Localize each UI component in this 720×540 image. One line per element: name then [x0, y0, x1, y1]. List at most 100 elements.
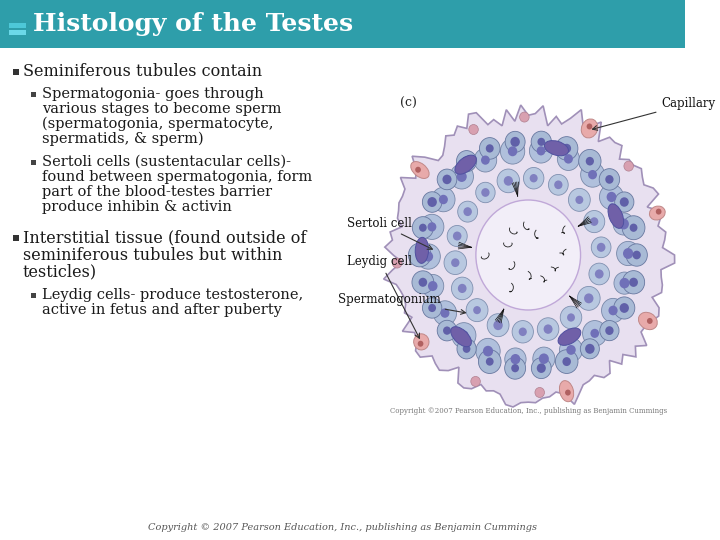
Circle shape: [474, 148, 497, 172]
Circle shape: [557, 147, 580, 171]
Circle shape: [562, 357, 571, 366]
Circle shape: [608, 306, 618, 315]
Circle shape: [457, 339, 476, 359]
Circle shape: [476, 183, 495, 202]
Circle shape: [419, 224, 427, 232]
Text: Leydig cells- produce testosterone,: Leydig cells- produce testosterone,: [42, 288, 303, 302]
Circle shape: [587, 124, 593, 130]
Circle shape: [586, 157, 594, 165]
Circle shape: [500, 138, 525, 164]
Circle shape: [497, 169, 520, 193]
Text: Sertoli cell: Sertoli cell: [347, 217, 433, 249]
Circle shape: [535, 388, 544, 397]
Circle shape: [451, 322, 476, 348]
Circle shape: [462, 156, 472, 166]
Circle shape: [458, 201, 477, 222]
Circle shape: [413, 217, 433, 239]
Circle shape: [562, 144, 571, 153]
Circle shape: [510, 354, 521, 364]
Circle shape: [647, 318, 652, 324]
FancyBboxPatch shape: [31, 293, 36, 298]
Circle shape: [559, 338, 582, 362]
Circle shape: [606, 326, 613, 335]
Circle shape: [523, 167, 544, 189]
Circle shape: [584, 293, 593, 303]
Circle shape: [451, 277, 473, 300]
Text: Capillary: Capillary: [593, 97, 716, 130]
Circle shape: [599, 168, 620, 190]
Circle shape: [606, 175, 613, 184]
Circle shape: [569, 188, 590, 211]
Circle shape: [531, 131, 552, 152]
Circle shape: [656, 208, 662, 214]
Circle shape: [432, 187, 455, 212]
Text: (c): (c): [400, 97, 417, 110]
Circle shape: [591, 237, 611, 258]
Circle shape: [466, 299, 488, 322]
Circle shape: [582, 321, 607, 346]
Circle shape: [597, 243, 606, 252]
Circle shape: [450, 164, 474, 189]
Text: Interstitial tissue (found outside of: Interstitial tissue (found outside of: [23, 230, 306, 246]
Circle shape: [537, 138, 545, 146]
Circle shape: [481, 156, 490, 165]
Circle shape: [531, 357, 552, 379]
Text: testicles): testicles): [23, 264, 97, 280]
Circle shape: [600, 184, 624, 210]
Circle shape: [478, 350, 501, 374]
Text: Spermatogonium: Spermatogonium: [338, 293, 466, 314]
Circle shape: [428, 281, 438, 291]
Circle shape: [458, 284, 467, 293]
Circle shape: [473, 306, 481, 314]
Circle shape: [589, 263, 610, 285]
Circle shape: [590, 329, 599, 338]
Circle shape: [549, 174, 568, 195]
Circle shape: [456, 151, 477, 172]
Circle shape: [418, 278, 427, 287]
Circle shape: [613, 213, 634, 235]
Circle shape: [447, 226, 467, 247]
Circle shape: [607, 192, 616, 202]
Ellipse shape: [451, 327, 472, 347]
Circle shape: [536, 146, 545, 156]
Circle shape: [601, 299, 624, 322]
Ellipse shape: [544, 140, 569, 156]
Ellipse shape: [558, 328, 581, 346]
Ellipse shape: [414, 334, 429, 350]
Circle shape: [623, 271, 644, 294]
Circle shape: [614, 272, 635, 294]
FancyBboxPatch shape: [0, 0, 685, 48]
Circle shape: [533, 347, 555, 370]
Circle shape: [615, 192, 634, 212]
Circle shape: [518, 327, 527, 336]
Circle shape: [423, 252, 433, 261]
Circle shape: [584, 211, 605, 233]
Circle shape: [443, 327, 451, 335]
Circle shape: [416, 244, 441, 269]
Circle shape: [456, 171, 467, 182]
Circle shape: [565, 389, 571, 396]
Circle shape: [486, 144, 494, 153]
Circle shape: [620, 303, 629, 313]
Polygon shape: [384, 105, 675, 407]
Circle shape: [423, 298, 442, 318]
Circle shape: [437, 320, 456, 341]
Text: spermatids, & sperm): spermatids, & sperm): [42, 132, 204, 146]
Text: Histology of the Testes: Histology of the Testes: [33, 12, 354, 36]
Text: Copyright © 2007 Pearson Education, Inc., publishing as Benjamin Cummings: Copyright © 2007 Pearson Education, Inc.…: [148, 523, 537, 532]
Text: Copyright ©2007 Pearson Education, Inc., publishing as Benjamin Cummings: Copyright ©2007 Pearson Education, Inc.,…: [390, 407, 667, 415]
Circle shape: [508, 146, 517, 156]
Ellipse shape: [608, 204, 624, 228]
Circle shape: [483, 346, 493, 356]
Circle shape: [567, 345, 576, 355]
Circle shape: [476, 339, 500, 364]
Circle shape: [567, 313, 575, 322]
Circle shape: [504, 176, 513, 186]
Ellipse shape: [415, 238, 428, 264]
Circle shape: [619, 278, 629, 288]
Circle shape: [624, 161, 634, 171]
Ellipse shape: [411, 161, 429, 178]
Circle shape: [590, 217, 598, 226]
Text: Spermatogonia- goes through: Spermatogonia- goes through: [42, 87, 264, 101]
Text: various stages to become sperm: various stages to become sperm: [42, 102, 282, 116]
